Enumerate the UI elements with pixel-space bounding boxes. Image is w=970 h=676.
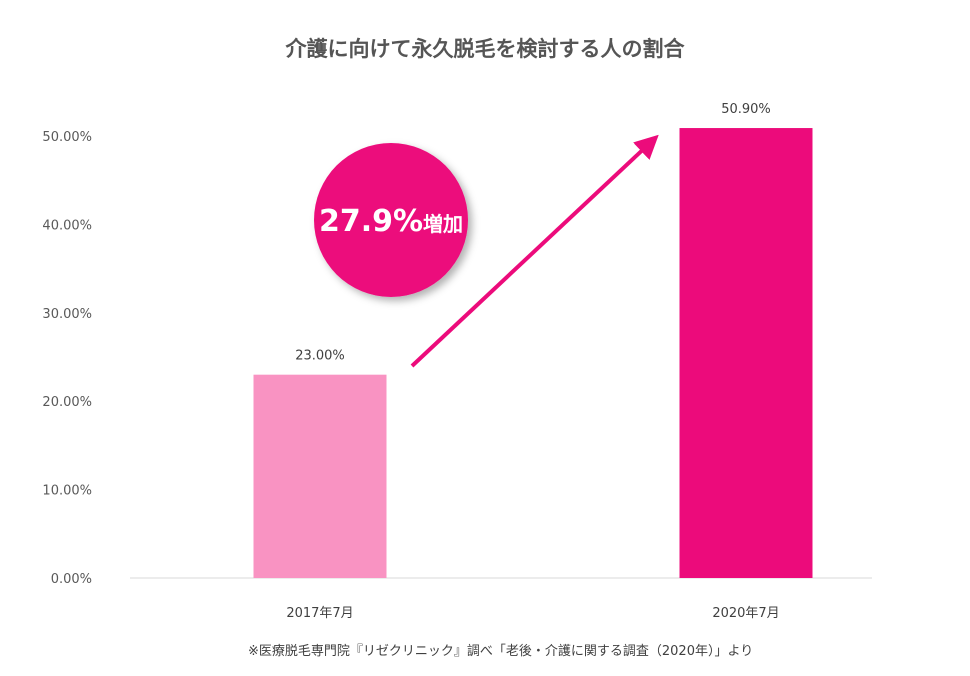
increase-circle [314,143,468,297]
increase-suffix: 増加 [423,212,463,236]
data-label: 50.90% [721,102,771,117]
increase-arrow [410,134,659,368]
source-note: ※医療脱毛専門院『リゼクリニック』調べ「老後・介護に関する調査（2020年）」よ… [248,644,754,659]
bar [253,374,387,578]
y-tick-label: 40.00% [42,218,92,233]
y-tick-label: 20.00% [42,395,92,410]
y-tick-label: 0.00% [51,572,92,587]
increase-value: 27.9% [319,204,423,239]
bar-layer: 23.00% 50.90% [253,102,813,578]
increase-label: 27.9%増加 [319,204,463,239]
x-tick-label: 2020年7月 [712,606,779,621]
y-tick-label: 50.00% [42,130,92,145]
bar [679,128,813,578]
axis-layer: 0.00% 10.00% 20.00% 30.00% 40.00% 50.00% 2017年… [42,130,872,621]
x-tick-label: 2017年7月 [286,606,353,621]
y-tick-label: 10.00% [42,484,92,499]
data-label: 23.00% [295,349,345,364]
chart-title: 介護に向けて永久脱毛を検討する人の割合 [285,37,685,61]
y-tick-label: 30.00% [42,307,92,322]
annotation-layer: 27.9%増加 [314,134,659,368]
